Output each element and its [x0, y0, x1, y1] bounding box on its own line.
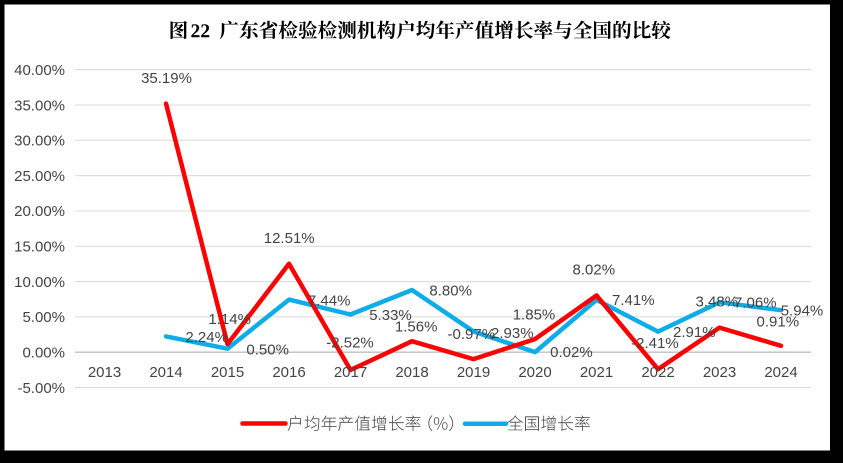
svg-text:7.44%: 7.44%	[308, 293, 351, 310]
svg-text:-2.52%: -2.52%	[326, 335, 374, 352]
svg-text:2014: 2014	[149, 364, 182, 381]
svg-text:30.00%: 30.00%	[14, 133, 65, 150]
svg-text:12.51%: 12.51%	[264, 230, 315, 247]
svg-text:5.94%: 5.94%	[781, 303, 824, 320]
svg-text:15.00%: 15.00%	[14, 239, 65, 256]
svg-text:1.85%: 1.85%	[513, 307, 556, 324]
svg-text:-5.00%: -5.00%	[17, 380, 65, 397]
svg-text:8.80%: 8.80%	[429, 283, 472, 300]
svg-text:2021: 2021	[580, 364, 613, 381]
svg-text:35.00%: 35.00%	[14, 97, 65, 114]
svg-text:1.14%: 1.14%	[208, 311, 251, 328]
svg-text:0.91%: 0.91%	[757, 313, 800, 330]
svg-text:2013: 2013	[88, 364, 121, 381]
svg-text:2022: 2022	[641, 364, 674, 381]
svg-text:-0.97%: -0.97%	[448, 326, 496, 343]
svg-text:2024: 2024	[764, 364, 797, 381]
svg-text:2.24%: 2.24%	[185, 329, 228, 346]
svg-text:20.00%: 20.00%	[14, 203, 65, 220]
svg-text:5.00%: 5.00%	[22, 309, 65, 326]
svg-text:25.00%: 25.00%	[14, 168, 65, 185]
svg-text:7.06%: 7.06%	[734, 295, 777, 312]
svg-text:2016: 2016	[272, 364, 305, 381]
svg-text:3.48%: 3.48%	[696, 294, 739, 311]
svg-text:0.50%: 0.50%	[246, 342, 289, 359]
svg-text:2017: 2017	[334, 364, 367, 381]
svg-text:35.19%: 35.19%	[141, 70, 192, 87]
svg-text:-2.41%: -2.41%	[631, 335, 679, 352]
svg-text:0.00%: 0.00%	[22, 345, 65, 362]
svg-text:7.41%: 7.41%	[612, 292, 655, 309]
svg-text:40.00%: 40.00%	[14, 62, 65, 79]
svg-text:1.56%: 1.56%	[395, 319, 438, 336]
svg-text:2015: 2015	[211, 364, 244, 381]
svg-text:2020: 2020	[518, 364, 551, 381]
svg-text:2018: 2018	[395, 364, 428, 381]
svg-text:2.91%: 2.91%	[673, 324, 716, 341]
svg-text:2023: 2023	[703, 364, 736, 381]
svg-text:8.02%: 8.02%	[573, 261, 616, 278]
svg-text:5.33%: 5.33%	[369, 307, 412, 324]
svg-text:2.93%: 2.93%	[491, 325, 534, 342]
svg-text:0.02%: 0.02%	[550, 344, 593, 361]
svg-text:2019: 2019	[457, 364, 490, 381]
svg-text:10.00%: 10.00%	[14, 274, 65, 291]
